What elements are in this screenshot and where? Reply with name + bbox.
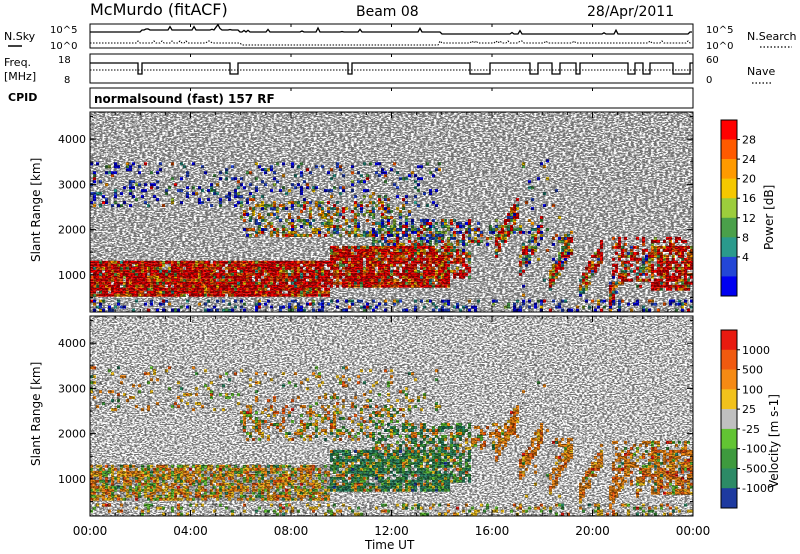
velocity-colorbar-swatch — [721, 468, 737, 489]
xtick-3: 12:00 — [374, 524, 409, 538]
beam-label: Beam 08 — [356, 4, 419, 20]
velocity-ytick-0: 1000 — [58, 473, 86, 486]
xtick-1: 04:00 — [173, 524, 208, 538]
power-ytick-2: 3000 — [58, 178, 86, 191]
velocity-colorbar-tick-2: 100 — [742, 383, 763, 396]
velocity-colorbar-tick-4: -25 — [742, 423, 760, 436]
velocity-colorbar-swatch — [721, 448, 737, 469]
velocity-colorbar-swatch — [721, 488, 737, 509]
velocity-ytick-1: 2000 — [58, 428, 86, 441]
frequency-line — [90, 62, 693, 75]
velocity-colorbar-tick-0: 1000 — [742, 344, 770, 357]
noise-left-tick-top: 10^5 — [50, 25, 77, 36]
power-colorbar-swatch — [721, 178, 737, 199]
velocity-colorbar-swatch — [721, 369, 737, 390]
power-panel: 1000 2000 3000 4000 Slant Range [km] 28 24 20… — [29, 111, 776, 313]
x-axis-label: Time UT — [364, 538, 415, 552]
power-colorbar-label: Power [dB] — [762, 185, 776, 250]
velocity-ytick-2: 3000 — [58, 382, 86, 395]
power-colorbar-tick-6: 4 — [742, 251, 749, 264]
power-colorbar-swatch — [721, 237, 737, 258]
velocity-colorbar-tick-1: 500 — [742, 364, 763, 377]
velocity-colorbar-tick-6: -500 — [742, 462, 767, 475]
cpid-label: CPID — [8, 91, 37, 104]
power-colorbar-tick-4: 12 — [742, 212, 756, 225]
frequency-panel: Freq. [MHz] 18 8 60 0 Nave — [4, 53, 775, 86]
velocity-ylabel: Slant Range [km] — [29, 362, 43, 466]
power-colorbar: 28 24 20 16 12 8 4 — [720, 119, 756, 297]
power-colorbar-swatch — [721, 139, 737, 160]
date-label: 28/Apr/2011 — [587, 4, 674, 20]
velocity-colorbar-swatch — [721, 330, 737, 351]
freq-unit-label: [MHz] — [4, 70, 36, 83]
xtick-4: 16:00 — [475, 524, 510, 538]
freq-tick-bottom: 8 — [64, 75, 70, 86]
power-colorbar-tick-1: 24 — [742, 153, 756, 166]
power-ytick-0: 1000 — [58, 269, 86, 282]
time-axis: 00:00 04:00 08:00 12:00 16:00 20:00 00:00 — [73, 24, 711, 538]
noise-search-label: N.Search — [747, 30, 797, 43]
power-colorbar-swatch — [721, 256, 737, 277]
xtick-2: 08:00 — [274, 524, 309, 538]
power-colorbar-swatch — [721, 217, 737, 238]
power-colorbar-swatch — [721, 159, 737, 179]
noise-sky-label: N.Sky — [4, 30, 36, 43]
power-colorbar-swatch — [721, 120, 737, 140]
noise-right-tick-top: 10^5 — [706, 25, 733, 36]
velocity-colorbar-tick-7: -1000 — [742, 482, 774, 495]
velocity-panel: 1000 2000 3000 4000 Slant Range [km] 1000 50… — [29, 315, 781, 517]
velocity-ytick-3: 4000 — [58, 337, 86, 350]
noise-right-tick-bottom: 10^0 — [706, 41, 733, 52]
noise-left-tick-bottom: 10^0 — [50, 41, 77, 52]
noise-search-line — [90, 40, 692, 46]
power-ytick-3: 4000 — [58, 133, 86, 146]
power-colorbar-tick-0: 28 — [742, 134, 756, 147]
velocity-colorbar-swatch — [721, 389, 737, 410]
xtick-5: 20:00 — [575, 524, 610, 538]
xtick-6: 00:00 — [676, 524, 711, 538]
chart-title: McMurdo (fitACF) — [90, 0, 228, 19]
power-colorbar-swatch — [721, 276, 737, 297]
velocity-colorbar-swatch — [721, 409, 737, 430]
nave-label: Nave — [747, 65, 775, 78]
xtick-0: 00:00 — [73, 524, 108, 538]
power-colorbar-tick-2: 20 — [742, 173, 756, 186]
velocity-colorbar-tick-5: -100 — [742, 443, 767, 456]
power-colorbar-swatch — [721, 198, 737, 219]
freq-label: Freq. — [4, 56, 31, 69]
power-ytick-1: 2000 — [58, 224, 86, 237]
nave-tick-bottom: 0 — [706, 75, 712, 86]
freq-tick-top: 18 — [58, 55, 71, 66]
velocity-colorbar: 1000 500 100 25 -25 -100 -500 -1000 — [720, 329, 774, 509]
velocity-colorbar-tick-3: 25 — [742, 403, 756, 416]
power-colorbar-tick-3: 16 — [742, 192, 756, 205]
cpid-value: normalsound (fast) 157 RF — [94, 92, 275, 106]
power-colorbar-tick-5: 8 — [742, 231, 749, 244]
velocity-colorbar-swatch — [721, 428, 737, 449]
noise-panel: N.Sky 10^5 10^0 10^5 10^0 N.Search — [4, 23, 797, 52]
velocity-colorbar-swatch — [721, 349, 737, 370]
noise-sky-line — [90, 23, 692, 35]
nave-tick-top: 60 — [706, 55, 719, 66]
power-ylabel: Slant Range [km] — [29, 158, 43, 262]
velocity-colorbar-label: Velocity [m s-1] — [767, 394, 781, 488]
